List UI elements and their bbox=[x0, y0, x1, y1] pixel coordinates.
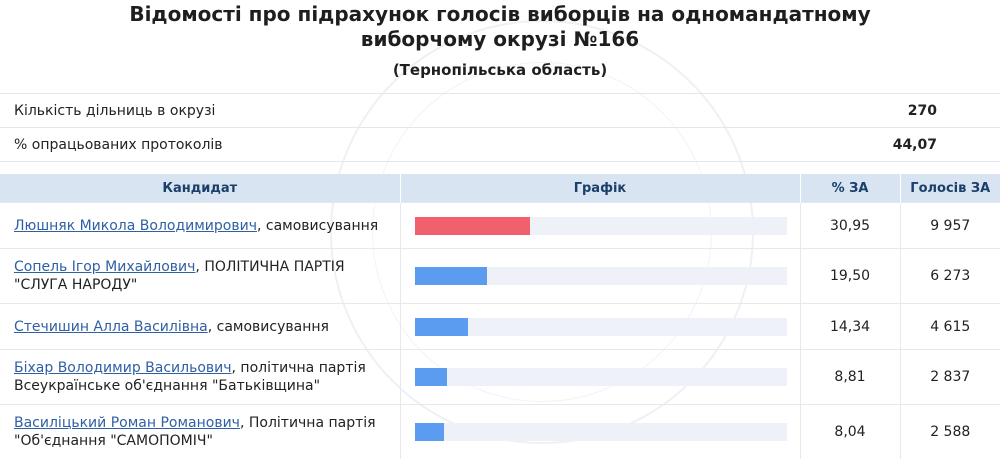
bar-track bbox=[415, 318, 787, 336]
candidate-link[interactable]: Василіцький Роман Романович bbox=[14, 415, 240, 431]
table-row: Сопель Ігор Михайлович, ПОЛІТИЧНА ПАРТІЯ… bbox=[0, 249, 1000, 304]
candidate-cell: Біхар Володимир Васильович, політична па… bbox=[0, 350, 400, 405]
page-header: Відомості про підрахунок голосів виборці… bbox=[0, 0, 1000, 79]
candidate-party: , самовисування bbox=[208, 319, 329, 335]
vote-share-bar bbox=[415, 318, 468, 336]
percent-cell: 14,34 bbox=[800, 304, 900, 350]
candidate-link[interactable]: Біхар Володимир Васильович bbox=[14, 360, 232, 376]
percent-cell: 8,04 bbox=[800, 405, 900, 459]
column-header-candidate[interactable]: Кандидат bbox=[0, 174, 400, 203]
column-header-votes[interactable]: Голосів ЗА bbox=[900, 174, 1000, 203]
votes-cell: 4 615 bbox=[900, 304, 1000, 350]
page-title-line-1: Відомості про підрахунок голосів виборці… bbox=[129, 2, 870, 26]
table-header-row: Кандидат Графік % ЗА Голосів ЗА bbox=[0, 174, 1000, 203]
column-header-percent[interactable]: % ЗА bbox=[800, 174, 900, 203]
table-row: Стечишин Алла Василівна, самовисування 1… bbox=[0, 304, 1000, 350]
bar-track bbox=[415, 423, 787, 441]
summary-label: % опрацьованих протоколів bbox=[0, 137, 674, 153]
candidate-cell: Сопель Ігор Михайлович, ПОЛІТИЧНА ПАРТІЯ… bbox=[0, 249, 400, 304]
vote-share-bar bbox=[415, 368, 448, 386]
chart-cell bbox=[400, 350, 800, 405]
percent-cell: 8,81 bbox=[800, 350, 900, 405]
candidate-cell: Люшняк Микола Володимирович, самовисуван… bbox=[0, 203, 400, 249]
bar-track bbox=[415, 267, 787, 285]
page-title: Відомості про підрахунок голосів виборці… bbox=[0, 0, 1000, 52]
summary-label: Кількість дільниць в окрузі bbox=[0, 103, 674, 119]
table-row: Біхар Володимир Васильович, політична па… bbox=[0, 350, 1000, 405]
bar-track bbox=[415, 217, 787, 235]
summary-value: 270 bbox=[674, 103, 937, 119]
candidate-cell: Василіцький Роман Романович, Політична п… bbox=[0, 405, 400, 459]
percent-cell: 30,95 bbox=[800, 203, 900, 249]
column-header-chart[interactable]: Графік bbox=[400, 174, 800, 203]
table-row: Василіцький Роман Романович, Політична п… bbox=[0, 405, 1000, 459]
vote-share-bar bbox=[415, 217, 530, 235]
chart-cell bbox=[400, 304, 800, 350]
votes-cell: 9 957 bbox=[900, 203, 1000, 249]
vote-share-bar bbox=[415, 267, 488, 285]
percent-cell: 19,50 bbox=[800, 249, 900, 304]
candidate-link[interactable]: Сопель Ігор Михайлович bbox=[14, 259, 195, 275]
page-title-line-2: виборчому окрузі №166 bbox=[361, 27, 639, 51]
chart-cell bbox=[400, 249, 800, 304]
region-subtitle: (Тернопільська область) bbox=[0, 61, 1000, 79]
candidate-link[interactable]: Люшняк Микола Володимирович bbox=[14, 218, 257, 234]
summary-row-protocols: % опрацьованих протоколів 44,07 bbox=[0, 127, 1000, 162]
bar-track bbox=[415, 368, 787, 386]
candidate-party: , самовисування bbox=[257, 218, 378, 234]
candidate-link[interactable]: Стечишин Алла Василівна bbox=[14, 319, 208, 335]
district-summary: Кількість дільниць в окрузі 270 % опраць… bbox=[0, 93, 1000, 162]
summary-value: 44,07 bbox=[674, 137, 937, 153]
candidate-cell: Стечишин Алла Василівна, самовисування bbox=[0, 304, 400, 350]
votes-cell: 6 273 bbox=[900, 249, 1000, 304]
chart-cell bbox=[400, 405, 800, 459]
votes-cell: 2 588 bbox=[900, 405, 1000, 459]
summary-row-stations: Кількість дільниць в окрузі 270 bbox=[0, 93, 1000, 127]
table-row: Люшняк Микола Володимирович, самовисуван… bbox=[0, 203, 1000, 249]
votes-cell: 2 837 bbox=[900, 350, 1000, 405]
vote-share-bar bbox=[415, 423, 445, 441]
chart-cell bbox=[400, 203, 800, 249]
results-table: Кандидат Графік % ЗА Голосів ЗА Люшняк М… bbox=[0, 174, 1000, 459]
